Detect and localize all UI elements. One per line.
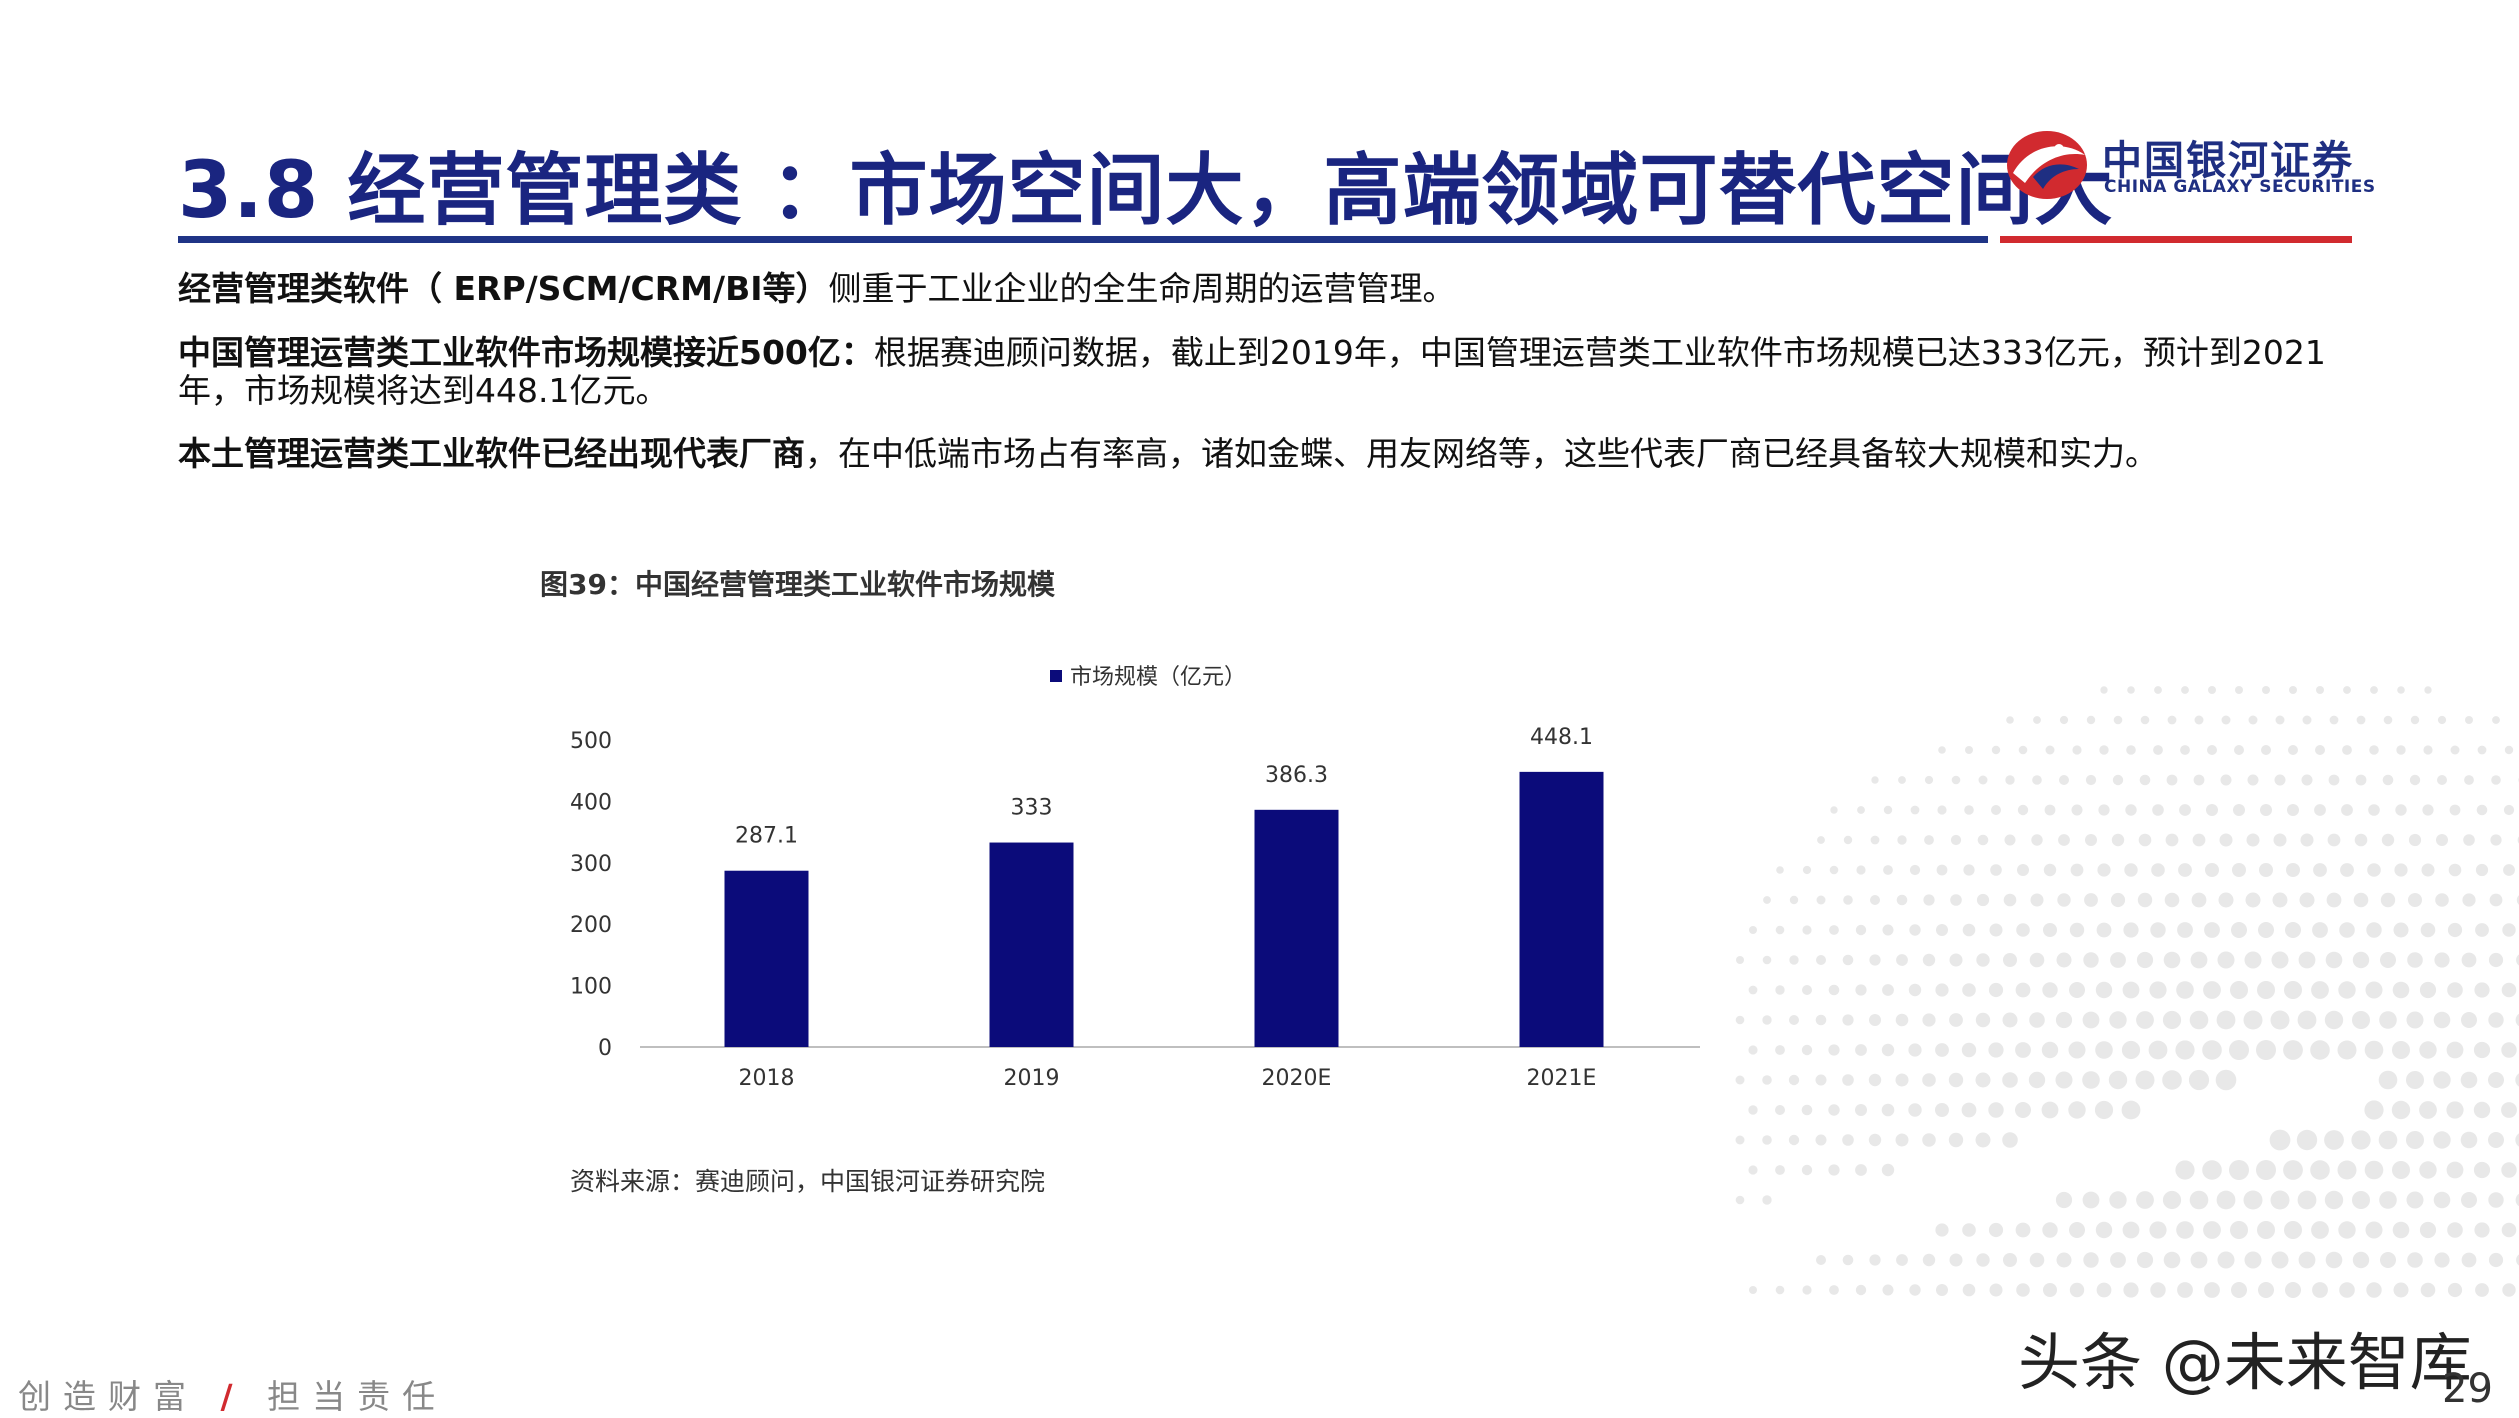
logo-english-name: CHINA GALAXY SECURITIES <box>2104 177 2376 197</box>
legend-label: 市场规模（亿元） <box>1070 665 1246 690</box>
figure-source: 资料来源：赛迪顾问，中国银河证券研究院 <box>570 1167 1046 1196</box>
y-tick-label: 200 <box>570 913 612 938</box>
x-tick-label-2021E: 2021E <box>1527 1066 1597 1091</box>
paragraph-local-vendors-text: ，在中低端市场占有率高，诸如金蝶、用友网络等，这些代表厂商已经具备较大规模和实力… <box>805 434 2158 473</box>
galaxy-logo-icon <box>2007 131 2087 199</box>
logo-chinese-name: 中国银河证券 <box>2102 138 2354 184</box>
x-tick-label-2019: 2019 <box>1004 1066 1060 1091</box>
page-title: 3.8 经营管理类 ：市场空间大，高端领域可替代空间大 <box>178 146 2114 236</box>
title-underline-blue <box>178 236 1988 243</box>
slogan-right: 担当责任 <box>267 1377 448 1416</box>
footer-slogan: 创造财富 / 担当责任 <box>18 1370 447 1418</box>
data-label-2019: 333 <box>1011 796 1053 821</box>
title-underline-red <box>2000 236 2352 243</box>
slogan-separator: / <box>220 1377 245 1416</box>
page-number: 29 <box>2442 1366 2493 1412</box>
legend-swatch <box>1050 670 1062 682</box>
paragraph-erp-text: 侧重于工业企业的全生命周期的运营管理。 <box>828 269 1456 308</box>
figure-caption: 图39：中国经营管理类工业软件市场规模 <box>540 568 1055 601</box>
paragraph-erp-bold: 经营管理类软件（ ERP/SCM/CRM/BI等） <box>178 269 829 308</box>
bar-chart: 市场规模（亿元） 0 100 200 300 400 500 287.1 2018 333 2019… <box>540 640 1720 1110</box>
bar-2018 <box>724 870 809 1047</box>
paragraph-local-vendors-bold: 本土管理运营类工业软件已经出现代表厂商 <box>178 434 805 473</box>
x-tick-label-2018: 2018 <box>739 1066 795 1091</box>
slogan-left: 创造财富 <box>18 1377 198 1416</box>
paragraph-erp: 经营管理类软件（ ERP/SCM/CRM/BI等）侧重于工业企业的全生命周期的运… <box>178 270 2348 308</box>
bar-2020E <box>1254 809 1339 1047</box>
bar-2021E <box>1519 771 1604 1047</box>
background-dot-pattern <box>1735 686 2519 1298</box>
data-label-2018: 287.1 <box>735 824 798 849</box>
paragraph-market-size-bold: 中国管理运营类工业软件市场规模接近500亿： <box>178 333 874 372</box>
y-tick-label: 300 <box>570 852 612 877</box>
data-label-2021E: 448.1 <box>1530 725 1593 750</box>
x-tick-label-2020E: 2020E <box>1262 1066 1332 1091</box>
watermark-text: 头条 @未来智库 <box>2018 1326 2472 1399</box>
data-label-2020E: 386.3 <box>1265 763 1328 788</box>
y-tick-label: 0 <box>598 1036 612 1061</box>
paragraph-market-size-text: 根据赛迪顾问数据，截止到2019年，中国管理运营类工业软件市场规模已达333亿元… <box>178 333 2326 410</box>
bar-2019 <box>989 842 1074 1047</box>
y-tick-label: 400 <box>570 790 612 815</box>
y-tick-label: 500 <box>570 729 612 754</box>
paragraph-market-size: 中国管理运营类工业软件市场规模接近500亿：根据赛迪顾问数据，截止到2019年，… <box>178 334 2348 410</box>
y-tick-label: 100 <box>570 975 612 1000</box>
paragraph-local-vendors: 本土管理运营类工业软件已经出现代表厂商，在中低端市场占有率高，诸如金蝶、用友网络… <box>178 435 2348 473</box>
bar-chart-svg: 市场规模（亿元） 0 100 200 300 400 500 287.1 2018 333 2019… <box>570 665 1700 1091</box>
